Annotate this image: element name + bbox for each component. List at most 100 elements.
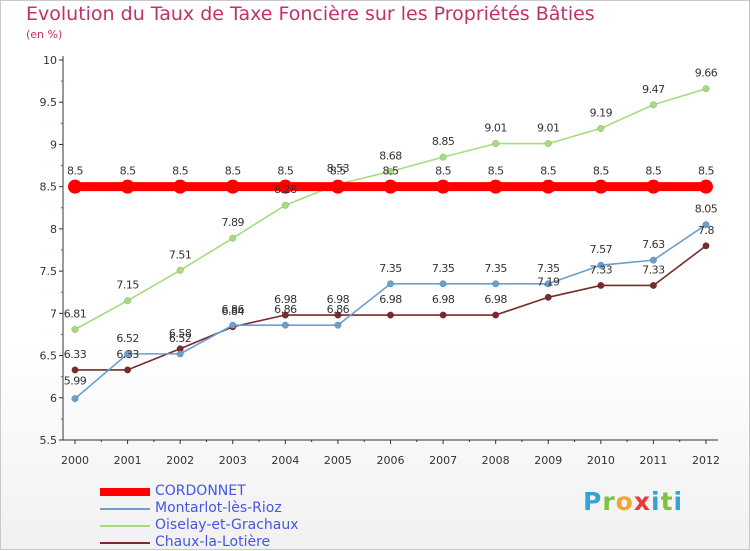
legend-label: Chaux-la-Lotière [155,534,271,550]
data-point [488,179,503,194]
data-label: 6.98 [432,293,455,306]
data-point [492,140,500,148]
x-tick-label: 2003 [219,454,247,467]
y-tick-label: 6 [50,392,57,405]
data-point [492,280,500,288]
chart-title: Evolution du Taux de Taxe Foncière sur l… [26,3,595,25]
data-point [386,167,395,176]
data-label: 6.58 [169,327,192,340]
data-point [386,280,395,288]
x-tick-label: 2001 [114,454,142,467]
data-point [541,179,556,194]
data-point [281,311,289,319]
data-label: 6.33 [64,348,87,361]
data-label: 8.5 [488,165,504,178]
data-label: 6.52 [116,332,139,345]
legend-label: Oiselay-et-Grachaux [155,517,299,533]
x-tick-label: 2004 [271,454,299,467]
data-point [334,311,342,319]
x-tick-label: 2000 [61,454,89,467]
data-point [176,350,184,358]
data-label: 6.84 [222,305,245,318]
data-label: 8.5 [330,165,346,178]
data-label: 7.35 [484,262,507,275]
data-point [597,281,605,290]
data-label: 9.66 [695,67,718,80]
legend-swatch [100,488,150,496]
data-point [173,179,188,194]
data-label: 7.33 [642,263,665,276]
data-point [225,179,240,194]
proxiti-logo: Proxiti [583,487,684,516]
data-label: 6.98 [327,293,350,306]
data-label: 7.57 [590,243,613,256]
data-point [386,311,395,319]
data-label: 8.28 [274,183,297,196]
data-label: 7.35 [537,262,560,275]
x-tick-label: 2012 [692,454,720,467]
y-tick-label: 10 [43,54,57,67]
data-point [439,311,447,319]
data-label: 6.98 [274,293,297,306]
data-point [649,281,657,290]
data-point [702,242,710,250]
line-chart: 5.5 6 6.5 7 7.5 8 8.5 9 9.5 10 2000 2001 2002 2003 200… [40,54,721,467]
data-label: 8.05 [695,203,718,216]
data-point [544,293,552,301]
data-label: 9.47 [642,83,665,96]
data-label: 6.52 [169,332,192,345]
x-tick-label: 2009 [534,454,562,467]
data-label: 8.5 [593,165,609,178]
data-point [124,297,132,305]
data-point [439,153,447,161]
data-label: 8.5 [435,165,451,178]
data-point [492,311,500,319]
data-label: 7.33 [590,263,613,276]
legend-swatch [100,508,150,510]
data-label: 6.86 [327,303,350,316]
y-tick-label: 7.5 [40,265,58,278]
data-label: 7.51 [169,248,192,261]
y-tick-label: 9 [50,138,57,151]
data-label: 8.85 [432,135,455,148]
legend-swatch [100,542,150,544]
x-tick-label: 2006 [377,454,405,467]
x-tick-label: 2002 [166,454,194,467]
data-label: 9.01 [484,122,507,135]
data-point [71,395,79,403]
data-point [229,321,237,329]
data-label: 6.81 [64,307,87,320]
data-point [383,179,398,194]
data-point [71,366,79,374]
x-tick-label: 2011 [639,454,667,467]
x-tick-label: 2007 [429,454,457,467]
legend-label: Montarlot-lès-Rioz [155,500,282,516]
data-point [597,124,605,132]
data-label: 7.19 [537,275,560,288]
data-label: 7.15 [116,279,139,292]
y-tick-label: 8.5 [40,181,58,194]
data-point [334,321,342,329]
data-point [544,140,552,148]
data-point [544,280,552,288]
legend-swatch [100,525,150,527]
y-tick-label: 6.5 [40,350,58,363]
data-label: 6.33 [116,348,139,361]
data-label: 8.5 [277,165,293,178]
data-point [702,85,710,93]
x-tick-label: 2010 [587,454,615,467]
data-point [120,179,135,194]
data-label: 9.19 [590,106,613,119]
data-point [330,179,345,194]
data-point [176,266,184,274]
y-tick-label: 9.5 [40,96,58,109]
data-point [71,325,79,333]
data-point [124,350,132,358]
data-label: 8.68 [379,149,402,162]
data-label: 7.35 [379,262,402,275]
data-label: 8.5 [645,165,661,178]
data-label: 6.86 [222,303,245,316]
data-point [593,179,608,194]
data-label: 7.35 [432,262,455,275]
x-tick-label: 2008 [482,454,510,467]
